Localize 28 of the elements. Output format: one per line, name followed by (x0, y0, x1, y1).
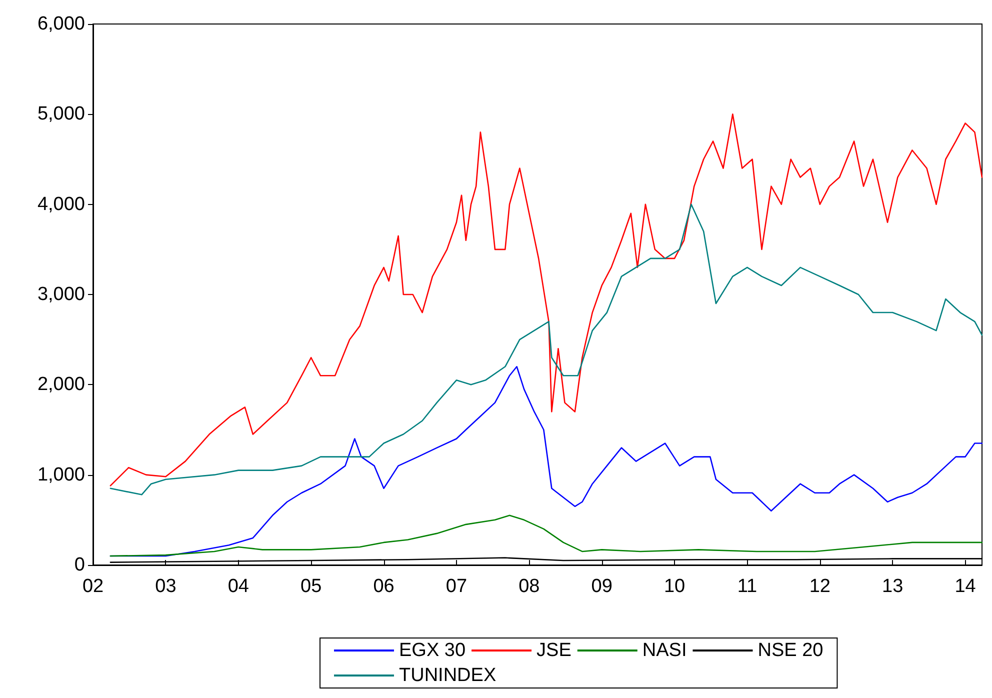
y-tick-label: 2,000 (37, 374, 85, 396)
x-tick-label: 14 (954, 576, 976, 597)
x-tick-label: 09 (591, 576, 612, 597)
line-series (110, 204, 983, 496)
x-tick-label: 06 (373, 576, 394, 597)
x-tick-label: 03 (155, 576, 176, 597)
y-tick-label: 4,000 (37, 194, 85, 215)
y-tick-label: 6,000 (37, 14, 85, 34)
x-tick-label: 10 (664, 576, 686, 597)
line-series (110, 114, 983, 486)
y-tick-label: 0 (74, 554, 85, 576)
x-tick-label: 05 (300, 576, 322, 597)
x-tick-label: 12 (809, 576, 830, 597)
x-tick-label: 08 (518, 576, 540, 597)
x-tick-label: 04 (228, 576, 250, 597)
legend-label: NASI (642, 640, 687, 661)
x-tick-label: 07 (446, 576, 468, 597)
legend-label: JSE (536, 640, 572, 661)
y-tick-label: 5,000 (37, 104, 85, 125)
x-tick-label: 02 (82, 576, 104, 597)
legend-label: EGX 30 (399, 640, 466, 661)
legend-label: TUNINDEX (399, 665, 496, 686)
y-tick-label: 3,000 (37, 284, 85, 305)
x-tick-label: 11 (737, 576, 758, 597)
y-tick-label: 1,000 (37, 464, 85, 486)
line-series (110, 514, 983, 557)
legend-label: NSE 20 (758, 640, 824, 661)
x-tick-label: 13 (882, 576, 904, 597)
